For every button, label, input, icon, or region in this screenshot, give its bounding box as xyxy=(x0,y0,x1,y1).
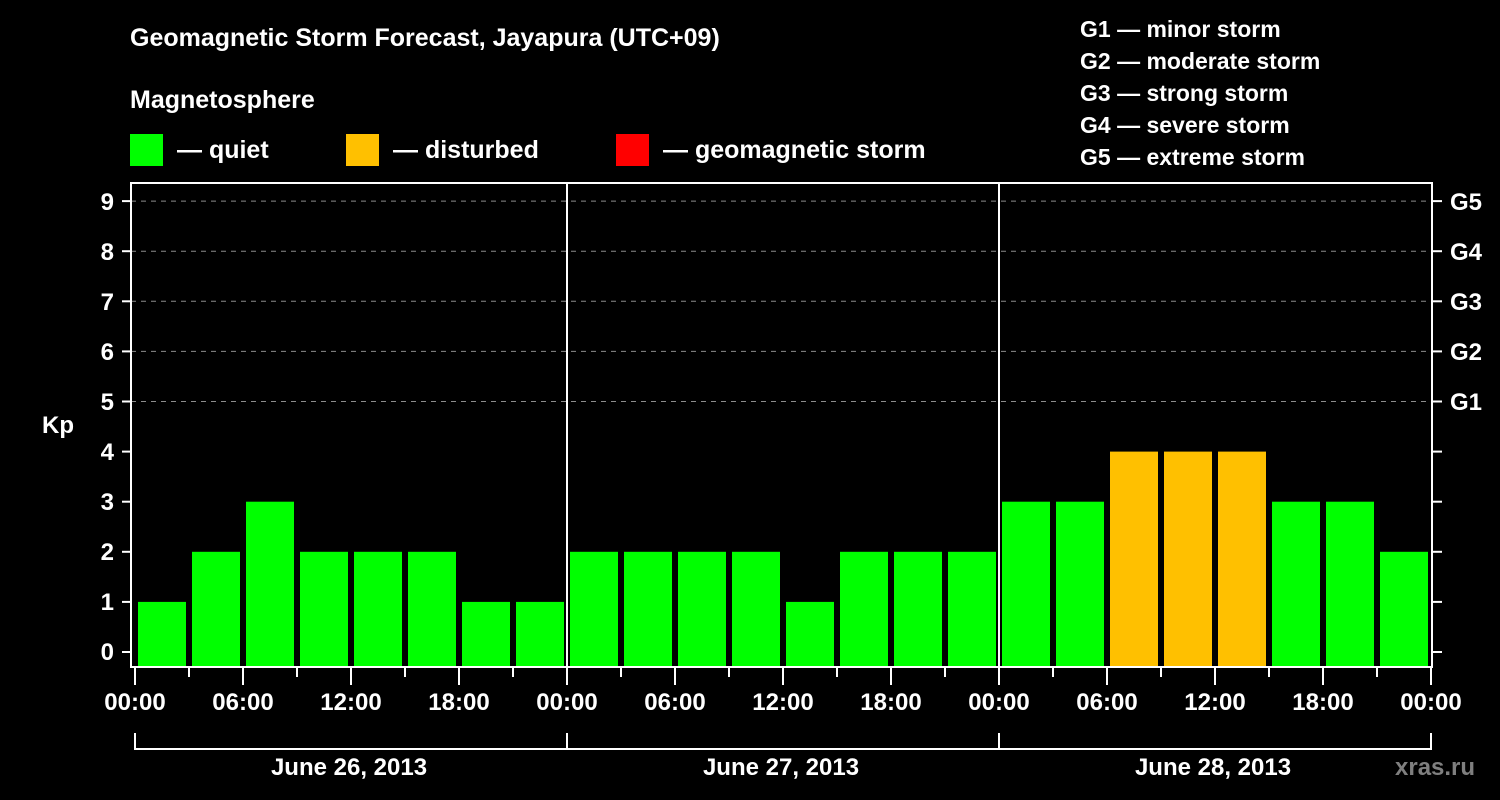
watermark: xras.ru xyxy=(1395,754,1476,781)
g3-legend: G3 — strong storm xyxy=(1080,80,1289,106)
legend-storm: — geomagnetic storm xyxy=(616,134,926,166)
x-tick: 00:00 xyxy=(1400,689,1462,716)
g5-legend: G5 — extreme storm xyxy=(1080,144,1305,170)
g-tick: G2 xyxy=(1450,339,1483,366)
y-axis-label: Kp xyxy=(42,412,74,439)
chart-title: Geomagnetic Storm Forecast, Jayapura (UT… xyxy=(130,24,720,52)
y-tick: 1 xyxy=(100,589,114,616)
g-tick: G4 xyxy=(1450,239,1483,266)
y-tick: 8 xyxy=(100,239,114,266)
y-tick: 0 xyxy=(100,639,114,666)
x-tick: 00:00 xyxy=(104,689,166,716)
g-tick: G1 xyxy=(1450,389,1483,416)
x-tick: 12:00 xyxy=(752,689,814,716)
plot-frame xyxy=(122,182,1442,750)
y-tick: 3 xyxy=(100,489,114,516)
g4-legend: G4 — severe storm xyxy=(1080,112,1290,138)
g2-legend: G2 — moderate storm xyxy=(1080,48,1321,74)
bars xyxy=(138,451,1428,667)
y-tick: 6 xyxy=(100,339,114,366)
legend-disturbed: — disturbed xyxy=(346,134,539,166)
y-tick: 7 xyxy=(100,289,114,316)
g-scale-legend: G1 — minor storm G2 — moderate storm G3 … xyxy=(1080,13,1320,173)
date-label: June 27, 2013 xyxy=(702,754,860,781)
g1-legend: G1 — minor storm xyxy=(1080,16,1281,42)
quiet-swatch xyxy=(130,134,163,166)
x-tick: 06:00 xyxy=(644,689,706,716)
legend-label: — disturbed xyxy=(393,135,539,164)
x-tick: 00:00 xyxy=(968,689,1030,716)
x-tick: 06:00 xyxy=(212,689,274,716)
x-tick: 12:00 xyxy=(1184,689,1246,716)
y-tick: 2 xyxy=(100,539,114,566)
legend-label: — geomagnetic storm xyxy=(663,135,926,164)
y-tick: 5 xyxy=(100,389,114,416)
x-tick: 00:00 xyxy=(536,689,598,716)
x-tick: 18:00 xyxy=(860,689,922,716)
legend-subtitle: Magnetosphere xyxy=(130,86,315,114)
x-tick: 18:00 xyxy=(1292,689,1354,716)
date-label: June 28, 2013 xyxy=(1134,754,1292,781)
legend-quiet: — quiet xyxy=(130,134,269,166)
g-tick: G3 xyxy=(1450,289,1483,316)
x-tick: 12:00 xyxy=(320,689,382,716)
g-tick: G5 xyxy=(1450,189,1483,216)
disturbed-swatch xyxy=(346,134,379,166)
y-tick: 4 xyxy=(100,439,114,466)
gridlines xyxy=(131,200,1432,402)
legend-label: — quiet xyxy=(177,135,269,164)
x-tick: 18:00 xyxy=(428,689,490,716)
x-tick: 06:00 xyxy=(1076,689,1138,716)
y-tick: 9 xyxy=(100,189,114,216)
date-label: June 26, 2013 xyxy=(270,754,428,781)
storm-swatch xyxy=(616,134,649,166)
